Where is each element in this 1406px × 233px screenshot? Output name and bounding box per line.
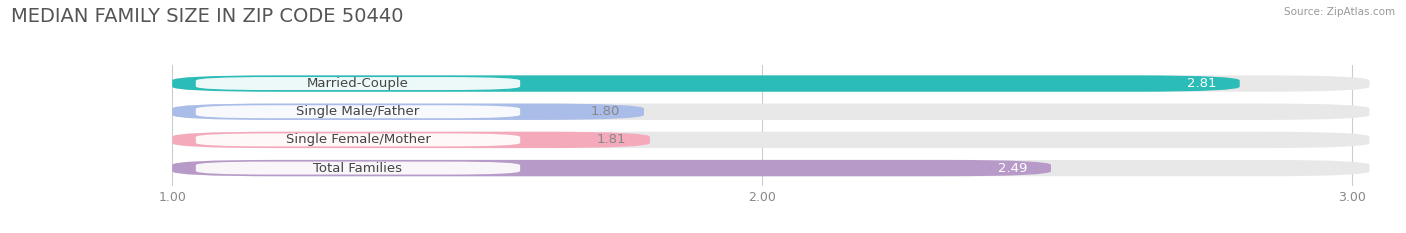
- FancyBboxPatch shape: [172, 132, 1369, 148]
- FancyBboxPatch shape: [195, 162, 520, 175]
- FancyBboxPatch shape: [172, 160, 1369, 176]
- FancyBboxPatch shape: [195, 77, 520, 90]
- Text: Single Female/Mother: Single Female/Mother: [285, 134, 430, 146]
- Text: Married-Couple: Married-Couple: [307, 77, 409, 90]
- Text: 2.49: 2.49: [998, 161, 1028, 175]
- FancyBboxPatch shape: [195, 105, 520, 118]
- Text: 2.81: 2.81: [1187, 77, 1216, 90]
- FancyBboxPatch shape: [172, 103, 644, 120]
- Text: 1.80: 1.80: [591, 105, 620, 118]
- Text: 1.81: 1.81: [596, 134, 626, 146]
- Text: MEDIAN FAMILY SIZE IN ZIP CODE 50440: MEDIAN FAMILY SIZE IN ZIP CODE 50440: [11, 7, 404, 26]
- Text: Total Families: Total Families: [314, 161, 402, 175]
- Text: Single Male/Father: Single Male/Father: [297, 105, 419, 118]
- FancyBboxPatch shape: [195, 134, 520, 146]
- FancyBboxPatch shape: [172, 160, 1052, 176]
- Text: Source: ZipAtlas.com: Source: ZipAtlas.com: [1284, 7, 1395, 17]
- FancyBboxPatch shape: [172, 75, 1240, 92]
- FancyBboxPatch shape: [172, 103, 1369, 120]
- FancyBboxPatch shape: [172, 132, 650, 148]
- FancyBboxPatch shape: [172, 75, 1369, 92]
